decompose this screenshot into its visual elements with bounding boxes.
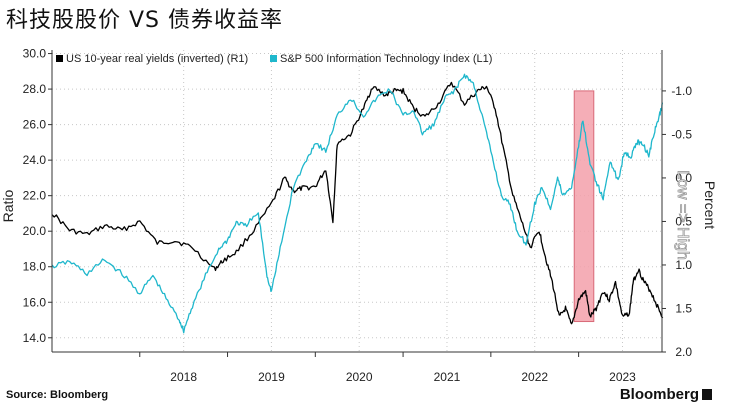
right-tick-label: 0.5 bbox=[675, 214, 692, 228]
brand-logo: Bloomberg bbox=[619, 386, 699, 403]
right-axis-inner-label: Low => High bbox=[674, 170, 691, 260]
series-layer bbox=[51, 73, 664, 334]
left-axis-label: Ratio bbox=[0, 189, 16, 222]
right-axis-label: Percent bbox=[702, 181, 718, 229]
right-tick-label: -0.5 bbox=[671, 127, 692, 141]
right-tick-label: 1.0 bbox=[675, 258, 692, 272]
highlight-layer bbox=[573, 90, 595, 323]
x-tick-label: 2019 bbox=[258, 370, 285, 384]
left-tick-label: 28.0 bbox=[23, 82, 47, 96]
x-tick-label: 2020 bbox=[346, 370, 373, 384]
plot-area bbox=[52, 50, 662, 352]
left-tick-label: 30.0 bbox=[23, 47, 47, 61]
legend-label: US 10-year real yields (inverted) (R1) bbox=[66, 53, 248, 65]
left-tick-label: 26.0 bbox=[23, 118, 47, 132]
legend-swatch bbox=[56, 55, 63, 62]
series-line-real-yields bbox=[51, 81, 664, 325]
axes: 14.0 16.0 18.0 20.0 22.0 24.0 26.0 28.0 30.0 -1.0… bbox=[0, 47, 718, 384]
left-tick-label: 24.0 bbox=[23, 153, 47, 167]
legend-label: S&P 500 Information Technology Index (L1… bbox=[280, 53, 492, 65]
left-tick-label: 18.0 bbox=[23, 260, 47, 274]
left-tick-label: 14.0 bbox=[23, 331, 47, 345]
chart-title: 科技股股价 VS 债券收益率 bbox=[6, 8, 284, 33]
series-line-tech-index bbox=[51, 73, 664, 334]
grid bbox=[52, 50, 662, 352]
x-tick-label: 2021 bbox=[434, 370, 461, 384]
left-tick-label: 20.0 bbox=[23, 224, 47, 238]
right-tick-label: 0.0 bbox=[675, 171, 692, 185]
source-note: Source: Bloomberg bbox=[6, 389, 109, 401]
left-tick-label: 16.0 bbox=[23, 295, 47, 309]
x-tick-label: 2022 bbox=[521, 370, 548, 384]
right-tick-label: 1.5 bbox=[675, 301, 692, 315]
brand-mark-icon bbox=[702, 389, 712, 400]
x-tick-label: 2023 bbox=[609, 370, 636, 384]
right-tick-label: -1.0 bbox=[671, 84, 692, 98]
legend: US 10-year real yields (inverted) (R1) S&… bbox=[56, 53, 492, 65]
right-tick-label: 2.0 bbox=[675, 345, 692, 359]
highlight-box bbox=[573, 90, 595, 323]
x-tick-label: 2018 bbox=[170, 370, 197, 384]
left-tick-label: 22.0 bbox=[23, 189, 47, 203]
legend-swatch bbox=[270, 55, 277, 62]
